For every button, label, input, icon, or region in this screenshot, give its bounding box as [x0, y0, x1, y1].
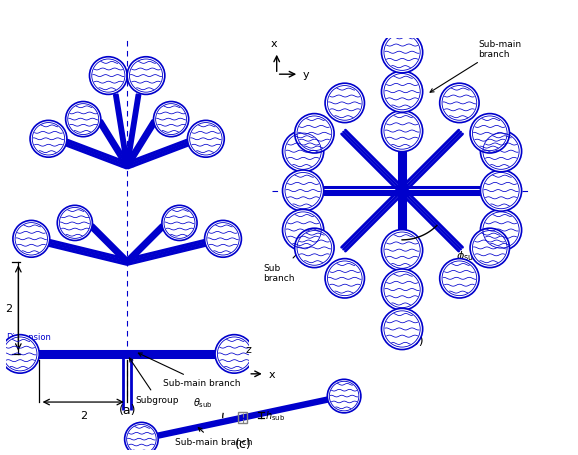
- Circle shape: [327, 379, 361, 413]
- Circle shape: [57, 206, 92, 241]
- Text: Dimension
unit: m: Dimension unit: m: [6, 332, 51, 351]
- Circle shape: [1, 335, 39, 374]
- Circle shape: [325, 84, 365, 123]
- Circle shape: [127, 58, 165, 95]
- Circle shape: [205, 221, 242, 258]
- Text: $\theta_\mathrm{sub}$: $\theta_\mathrm{sub}$: [193, 395, 213, 409]
- Circle shape: [125, 422, 158, 455]
- Circle shape: [381, 269, 423, 310]
- Text: 2: 2: [6, 303, 13, 313]
- Text: y: y: [303, 70, 309, 80]
- Circle shape: [215, 335, 254, 374]
- Circle shape: [295, 114, 334, 154]
- Text: Sub-main branch: Sub-main branch: [138, 353, 240, 388]
- Text: (c): (c): [235, 437, 251, 450]
- Circle shape: [283, 171, 324, 212]
- Text: $h_\mathrm{sub}$: $h_\mathrm{sub}$: [265, 408, 286, 422]
- Text: $\phi_\mathrm{sub}$: $\phi_\mathrm{sub}$: [456, 248, 479, 262]
- Text: Sub-main
branch: Sub-main branch: [430, 40, 521, 93]
- Circle shape: [480, 210, 521, 251]
- Text: z: z: [245, 344, 251, 354]
- Text: x: x: [271, 39, 278, 49]
- Text: 2: 2: [80, 410, 87, 420]
- Circle shape: [13, 221, 50, 258]
- Circle shape: [381, 72, 423, 113]
- Circle shape: [381, 230, 423, 271]
- Text: (b): (b): [407, 334, 424, 348]
- Circle shape: [325, 259, 365, 298]
- Text: x: x: [268, 369, 275, 379]
- Text: Subgroup: Subgroup: [129, 358, 179, 404]
- Circle shape: [440, 84, 479, 123]
- Circle shape: [187, 121, 224, 158]
- Circle shape: [470, 229, 509, 268]
- Text: (a): (a): [118, 403, 136, 416]
- Text: Sub-main branch: Sub-main branch: [175, 428, 253, 446]
- Circle shape: [66, 102, 101, 137]
- Circle shape: [283, 131, 324, 172]
- Circle shape: [154, 102, 188, 137]
- Circle shape: [90, 58, 127, 95]
- Circle shape: [30, 121, 67, 158]
- Circle shape: [381, 111, 423, 152]
- Circle shape: [381, 33, 423, 74]
- Circle shape: [162, 206, 197, 241]
- Circle shape: [480, 131, 521, 172]
- Circle shape: [440, 259, 479, 298]
- Bar: [238, 412, 247, 424]
- Circle shape: [283, 210, 324, 251]
- Circle shape: [480, 171, 521, 212]
- Circle shape: [381, 308, 423, 350]
- Circle shape: [470, 114, 509, 154]
- Text: Sub
branch: Sub branch: [263, 230, 321, 283]
- Circle shape: [295, 229, 334, 268]
